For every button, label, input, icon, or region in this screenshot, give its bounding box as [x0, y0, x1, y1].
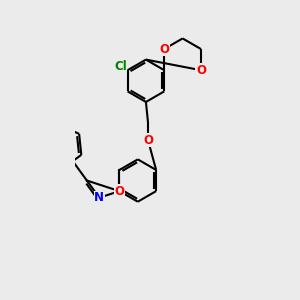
Text: O: O: [159, 43, 169, 56]
Text: O: O: [143, 134, 153, 147]
Text: Cl: Cl: [114, 60, 127, 74]
Text: N: N: [94, 191, 104, 204]
Text: O: O: [196, 64, 206, 77]
Text: O: O: [114, 184, 124, 198]
